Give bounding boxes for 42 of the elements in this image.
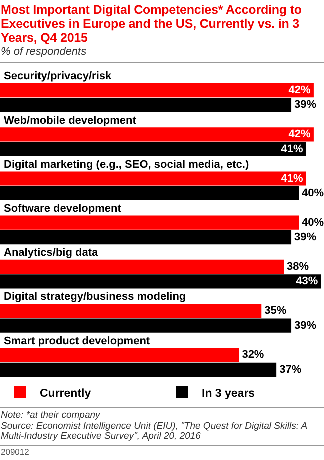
bar bbox=[0, 318, 292, 333]
bar bbox=[0, 348, 240, 362]
bar bbox=[0, 260, 284, 274]
bar bbox=[0, 274, 322, 289]
bar bbox=[0, 98, 292, 112]
bar bbox=[0, 142, 306, 156]
legend-label: In 3 years bbox=[202, 388, 256, 400]
bar bbox=[0, 172, 306, 186]
data-label: 39% bbox=[294, 99, 317, 112]
data-label: 32% bbox=[242, 349, 264, 362]
data-label: 42% bbox=[288, 128, 311, 141]
chart-subtitle: % of respondents bbox=[0, 45, 324, 63]
data-label: 39% bbox=[294, 232, 317, 244]
source-note: Source: Economist Intelligence Unit (EIU), "The Quest for Digital Skills: A Multi-Industry Executive Survey", April 20, 2016 bbox=[1, 420, 308, 442]
data-label: 39% bbox=[294, 320, 317, 332]
bar bbox=[0, 83, 314, 98]
data-label: 38% bbox=[287, 260, 310, 273]
bar bbox=[0, 230, 292, 245]
y-tick-label: Security/privacy/risk bbox=[4, 70, 113, 83]
data-label: 37% bbox=[280, 364, 302, 376]
y-tick-label: Web/mobile development bbox=[4, 114, 137, 127]
y-tick-label: Analytics/big data bbox=[4, 247, 100, 260]
data-label: 40% bbox=[302, 187, 324, 200]
bar bbox=[0, 186, 299, 201]
y-tick-label: Digital marketing (e.g., SEO, social media, etc.) bbox=[4, 158, 250, 171]
y-tick-label: Smart product development bbox=[4, 335, 150, 348]
data-label: 41% bbox=[281, 143, 304, 156]
y-tick-label: Digital strategy/business modeling bbox=[4, 291, 186, 304]
legend-label: Currently bbox=[40, 388, 92, 400]
data-label: 35% bbox=[264, 305, 287, 318]
data-label: 40% bbox=[302, 216, 324, 229]
data-label: 43% bbox=[296, 276, 318, 288]
text: Note: *at their company bbox=[1, 410, 102, 422]
y-tick-label: Software development bbox=[4, 203, 122, 216]
data-label: 41% bbox=[281, 172, 304, 185]
bar bbox=[0, 304, 262, 318]
chart-title: Most Important Digital Competencies* According to Executives in Europe and the US, Currently vs. in 3 Years, Q4 2015 bbox=[0, 2, 303, 45]
data-label: 42% bbox=[288, 84, 311, 97]
bar bbox=[0, 362, 277, 377]
bar bbox=[0, 128, 314, 142]
text: 209012 bbox=[1, 446, 30, 458]
bar bbox=[0, 216, 299, 230]
